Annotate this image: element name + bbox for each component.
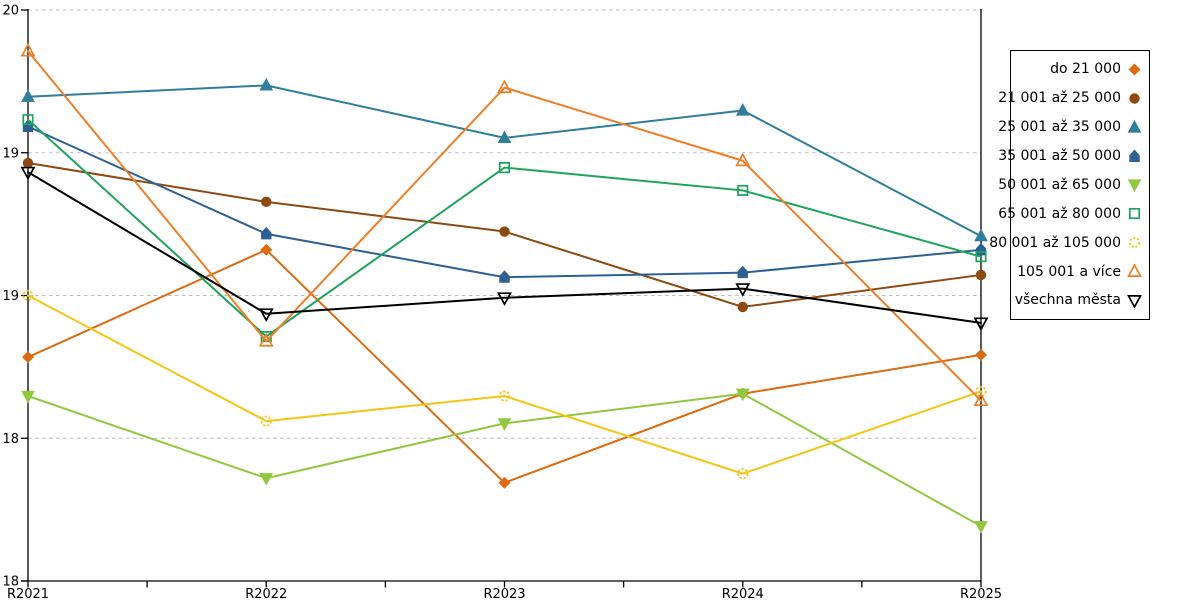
triangle-up-marker-icon	[735, 103, 750, 116]
legend-item: do 21 000	[1015, 62, 1142, 77]
x-tick-label: R2021	[7, 587, 49, 600]
circle-marker-icon	[499, 226, 510, 237]
y-tick-label: 18	[2, 575, 19, 590]
pentagon-marker-icon	[737, 265, 748, 279]
diamond-marker-icon	[1128, 63, 1141, 76]
triangle-up-marker-icon	[21, 89, 35, 102]
triangle-down-marker-icon	[974, 521, 988, 534]
triangle-down-marker-icon	[1127, 179, 1142, 193]
legend-marker	[1127, 119, 1142, 133]
legend-marker	[1129, 149, 1140, 162]
open-triangle-up-marker-icon	[497, 79, 512, 94]
open-circle-marker-icon	[260, 415, 272, 427]
legend-item: 50 001 až 65 000	[998, 177, 1142, 193]
legend-item: 25 001 až 35 000	[998, 119, 1142, 135]
triangle-down-marker-icon	[21, 390, 35, 404]
open-triangle-down-marker-icon	[1127, 294, 1142, 308]
circle-marker-icon	[975, 269, 987, 281]
legend-marker	[1128, 63, 1141, 76]
legend-item-label: 105 001 a více	[1017, 263, 1121, 280]
open-circle-marker-icon	[737, 468, 749, 480]
pentagon-marker-icon	[499, 270, 510, 283]
open-triangle-up-marker-icon	[258, 333, 274, 347]
pentagon-marker-icon	[261, 226, 272, 240]
series-line-2	[27, 84, 982, 238]
legend-marker	[1129, 93, 1140, 104]
y-tick-label: 19	[2, 146, 19, 161]
y-tick-label: 19	[2, 289, 19, 304]
series-line-3	[27, 125, 982, 279]
series-line-7	[27, 50, 982, 402]
legend-item-label: 35 001 až 50 000	[998, 148, 1121, 165]
triangle-up-marker-icon	[1127, 119, 1142, 133]
open-triangle-down-marker-icon	[497, 292, 512, 306]
diamond-marker-icon	[21, 351, 35, 364]
open-square-marker-icon	[737, 184, 749, 196]
triangle-up-marker-icon	[259, 77, 274, 91]
open-circle-marker-icon	[975, 385, 987, 397]
circle-marker-icon	[737, 301, 748, 313]
legend-item: 65 001 až 80 000	[998, 206, 1142, 221]
series-line-6	[27, 294, 982, 475]
legend-item: všechna města	[1015, 293, 1142, 308]
legend-item: 80 001 až 105 000	[989, 235, 1142, 250]
x-tick-label: R2023	[483, 587, 525, 600]
legend-marker	[1127, 179, 1142, 193]
x-tick-label: R2025	[960, 587, 1002, 600]
triangle-down-marker-icon	[497, 418, 512, 431]
open-square-marker-icon	[1128, 208, 1141, 220]
diamond-marker-icon	[260, 243, 273, 256]
x-tick-label: R2022	[245, 587, 287, 600]
open-circle-marker-icon	[498, 390, 511, 402]
open-square-marker-icon	[260, 331, 272, 343]
legend-item: 105 001 a více	[1015, 264, 1142, 279]
open-triangle-up-marker-icon	[735, 152, 751, 167]
open-triangle-down-marker-icon	[973, 317, 989, 332]
open-square-marker-icon	[498, 162, 511, 174]
open-triangle-up-marker-icon	[20, 42, 36, 57]
triangle-up-marker-icon	[497, 130, 512, 144]
open-square-marker-icon	[975, 251, 987, 263]
open-triangle-down-marker-icon	[20, 166, 36, 181]
open-triangle-down-marker-icon	[735, 283, 751, 297]
legend-item-label: 65 001 až 80 000	[998, 205, 1121, 222]
pentagon-marker-icon	[1129, 149, 1140, 162]
legend-marker	[1128, 237, 1141, 249]
y-tick-label: 20	[2, 4, 19, 19]
x-tick-label: R2024	[722, 587, 764, 600]
pentagon-marker-icon	[975, 242, 987, 256]
series-line-8	[27, 171, 982, 324]
circle-marker-icon	[261, 196, 272, 208]
diamond-marker-icon	[974, 348, 988, 361]
open-circle-marker-icon	[1128, 237, 1141, 249]
circle-marker-icon	[22, 157, 34, 169]
legend-item-label: 50 001 až 65 000	[998, 176, 1121, 193]
triangle-up-marker-icon	[974, 228, 988, 242]
open-square-marker-icon	[22, 114, 34, 126]
triangle-down-marker-icon	[259, 473, 274, 486]
legend-marker	[1127, 264, 1142, 278]
series-line-4	[27, 392, 982, 528]
legend-item-label: všechna města	[1014, 292, 1121, 309]
open-triangle-down-marker-icon	[258, 308, 274, 322]
open-triangle-up-marker-icon	[1127, 264, 1142, 278]
legend-item-label: 21 001 až 25 000	[998, 90, 1121, 107]
legend-marker	[1127, 294, 1142, 308]
series-line-5	[27, 118, 982, 338]
diamond-marker-icon	[498, 476, 511, 489]
legend-item-label: 80 001 až 105 000	[989, 234, 1121, 251]
legend-item: 35 001 až 50 000	[998, 149, 1142, 164]
triangle-down-marker-icon	[735, 388, 750, 402]
open-triangle-up-marker-icon	[973, 392, 989, 407]
open-circle-marker-icon	[22, 289, 34, 302]
legend-marker	[1128, 208, 1141, 220]
legend-item-label: do 21 000	[1050, 61, 1121, 78]
y-tick-label: 18	[2, 432, 19, 447]
legend-item: 21 001 až 25 000	[998, 91, 1142, 106]
circle-marker-icon	[1129, 93, 1140, 104]
legend-item-label: 25 001 až 35 000	[998, 119, 1121, 136]
chart-legend: do 21 000 21 001 až 25 000 25 001 až 35 00…	[989, 50, 1150, 320]
